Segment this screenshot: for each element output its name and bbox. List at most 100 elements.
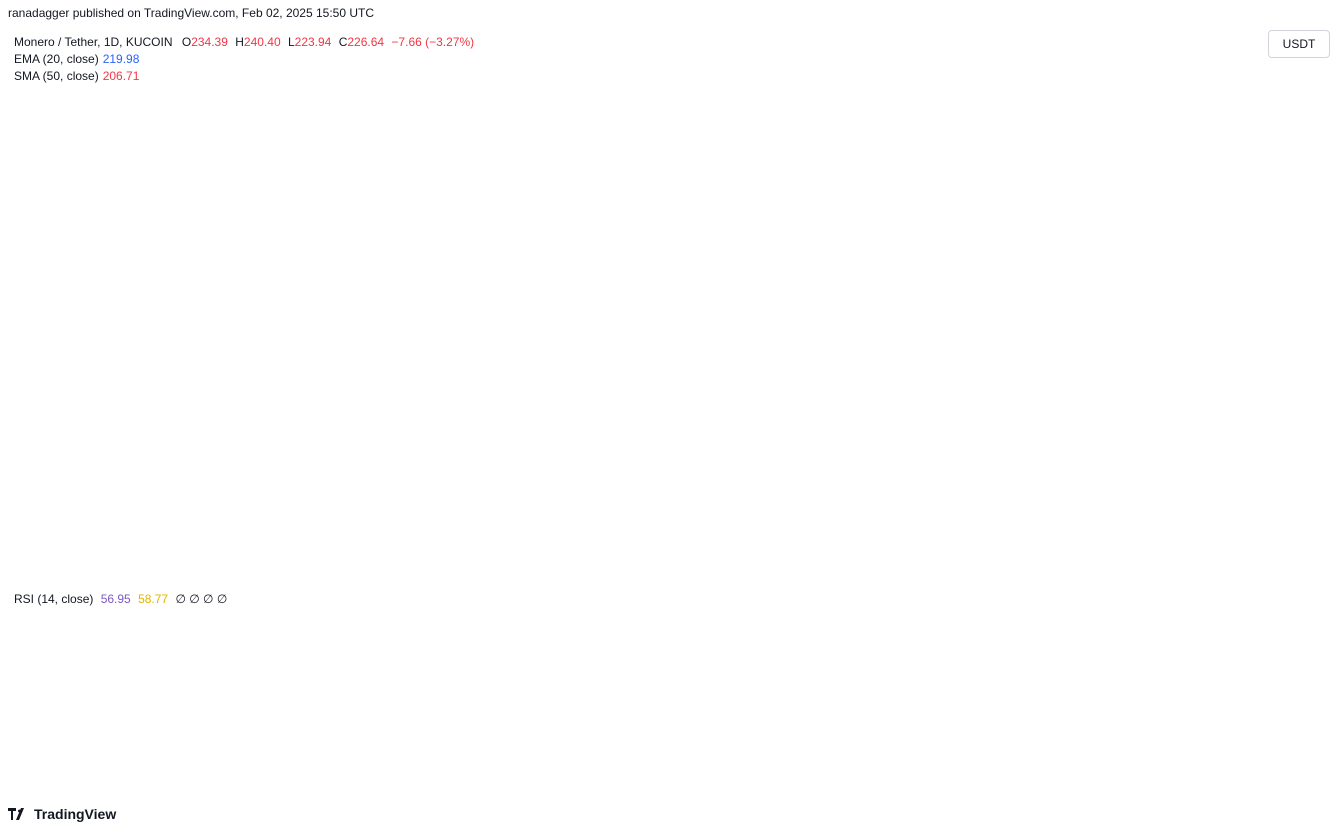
price-tick-label: 240.00 bbox=[1274, 72, 1308, 84]
candle-body bbox=[1065, 164, 1069, 169]
candle-body bbox=[715, 424, 718, 427]
candle-body bbox=[1008, 192, 1012, 194]
candle-body bbox=[852, 255, 855, 257]
sma-tag-bg bbox=[1214, 220, 1264, 237]
rsi-tag-bg bbox=[1238, 668, 1264, 685]
rsi-ma-price-label: 58.77 bbox=[1271, 657, 1299, 669]
candle-body bbox=[658, 500, 661, 521]
candle-body bbox=[425, 478, 429, 508]
candle-body bbox=[471, 443, 474, 445]
candle-body bbox=[364, 498, 368, 509]
level-label-235-bg bbox=[1266, 91, 1330, 108]
candle-body bbox=[840, 211, 844, 251]
candle-body bbox=[265, 393, 269, 395]
candle-body bbox=[757, 299, 760, 340]
candle-body bbox=[897, 274, 901, 290]
candle-body bbox=[539, 430, 543, 439]
candle-body bbox=[193, 442, 196, 463]
time-tick-label: 16 bbox=[364, 779, 376, 791]
candle-body bbox=[1027, 178, 1031, 185]
candle-body bbox=[349, 431, 353, 433]
candle-body bbox=[132, 489, 135, 494]
symbol-name[interactable]: Monero / Tether, 1D, KUCOIN bbox=[14, 35, 173, 49]
ema-legend-row[interactable]: EMA (20, close) 219.98 bbox=[14, 51, 474, 68]
candle-body bbox=[414, 465, 417, 485]
candle-body bbox=[463, 430, 467, 438]
candle-body bbox=[1076, 173, 1080, 193]
candle-body bbox=[1069, 168, 1072, 194]
candle-body bbox=[490, 447, 494, 457]
candle-body bbox=[1061, 163, 1065, 166]
candle-body bbox=[29, 421, 33, 423]
candle-body bbox=[829, 166, 833, 172]
candle-body bbox=[10, 433, 14, 454]
candle-body bbox=[52, 415, 56, 431]
ohlc-high: 240.40 bbox=[243, 35, 281, 49]
candle-body bbox=[128, 492, 132, 502]
candle-body bbox=[395, 474, 398, 485]
candle-body bbox=[684, 453, 688, 462]
candle-body bbox=[1084, 180, 1088, 187]
rsi-legend-value: 56.95 bbox=[100, 592, 131, 606]
horizontal-levels[interactable] bbox=[0, 98, 1264, 555]
currency-button[interactable]: USDT bbox=[1268, 30, 1330, 58]
candle-body bbox=[334, 397, 337, 424]
candle-body bbox=[631, 467, 634, 475]
candle-body bbox=[833, 169, 836, 195]
candle-body bbox=[231, 401, 235, 410]
candle-body bbox=[101, 435, 105, 443]
candle-body bbox=[543, 438, 547, 440]
tradingview-logo[interactable]: TradingView bbox=[8, 806, 116, 822]
candle-body bbox=[524, 435, 528, 449]
candle-body bbox=[517, 445, 520, 451]
candle-body bbox=[551, 443, 554, 445]
sma-price-label: 206.71 bbox=[1271, 223, 1305, 235]
sma-50-line bbox=[7, 226, 1125, 465]
candle-body bbox=[250, 391, 254, 403]
lightning-icon[interactable] bbox=[1116, 562, 1134, 580]
candle-body bbox=[692, 439, 695, 441]
candle-body bbox=[399, 472, 402, 475]
candle-body bbox=[1111, 106, 1114, 113]
candle-body bbox=[513, 448, 516, 463]
time-tick-label: 16 bbox=[527, 779, 539, 791]
candle-body bbox=[452, 437, 455, 439]
rsi-legend[interactable]: RSI (14, close) 56.95 58.77 ∅ ∅ ∅ ∅ bbox=[14, 592, 227, 606]
candle-body bbox=[21, 430, 25, 433]
rsi-tag: RSI bbox=[1242, 671, 1260, 683]
candle-body bbox=[878, 265, 882, 284]
candle-body bbox=[486, 448, 490, 458]
candle-body bbox=[368, 504, 372, 529]
candle-body bbox=[162, 481, 166, 492]
tradingview-logo-text: TradingView bbox=[34, 806, 117, 822]
candle-body bbox=[498, 459, 501, 463]
candle-body bbox=[1016, 132, 1019, 163]
ema-price-label-bg bbox=[1266, 167, 1330, 184]
candle-body bbox=[140, 475, 143, 483]
sma-legend-row[interactable]: SMA (50, close) 206.71 bbox=[14, 68, 474, 85]
ohlc-high-label: H bbox=[235, 35, 244, 49]
candle-body bbox=[379, 525, 383, 537]
price-tick-label: 190.00 bbox=[1274, 299, 1308, 311]
candle-body bbox=[875, 268, 878, 289]
candle-body bbox=[951, 254, 954, 256]
candle-body bbox=[890, 263, 893, 282]
candle-body bbox=[837, 195, 840, 208]
candle-body bbox=[159, 474, 162, 480]
candle-body bbox=[410, 471, 414, 480]
price-tick-label: 170.00 bbox=[1274, 390, 1308, 402]
ema-tag: EMA bbox=[1236, 171, 1261, 183]
candle-body bbox=[1012, 166, 1015, 192]
candle-body bbox=[79, 412, 82, 421]
candle-body bbox=[547, 442, 551, 445]
ohlc-close: 226.64 bbox=[347, 35, 385, 49]
candle-body bbox=[197, 431, 200, 439]
rsi-tick-label: 60.00 bbox=[1274, 656, 1302, 668]
rsi-lines bbox=[7, 594, 1126, 767]
candle-body bbox=[273, 407, 276, 409]
candle-body bbox=[330, 383, 334, 399]
candle-body bbox=[776, 282, 779, 304]
candle-body bbox=[307, 365, 311, 387]
rsi-tick-label: 80.00 bbox=[1274, 591, 1302, 603]
